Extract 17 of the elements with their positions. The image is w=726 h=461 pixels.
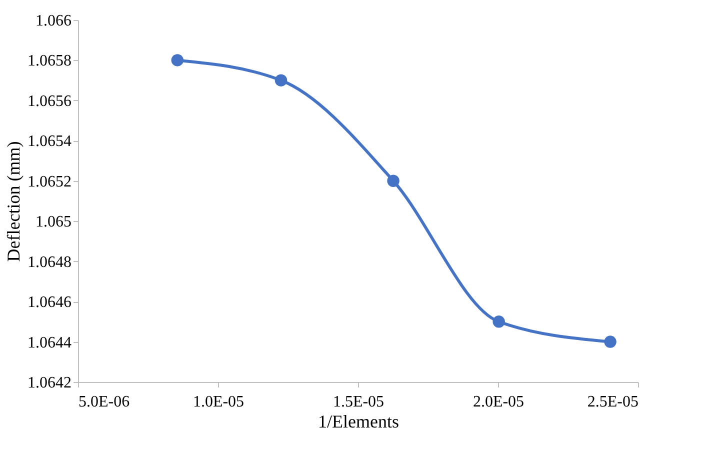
x-tick-label: 2.0E-05 bbox=[472, 394, 524, 410]
x-axis-title: 1/Elements bbox=[318, 412, 399, 432]
x-tick-label: 2.5E-05 bbox=[587, 394, 638, 410]
y-tick-label: 1.0646 bbox=[28, 294, 72, 312]
y-tick-label: 1.0652 bbox=[28, 173, 72, 190]
x-tick-label: 1.5E-05 bbox=[332, 394, 384, 410]
x-tick-label: 5.0E-06 bbox=[78, 394, 130, 410]
y-tick-label: 1.0644 bbox=[28, 334, 72, 352]
y-tick-label: 1.0642 bbox=[28, 374, 72, 392]
y-axis-title: Deflection (mm) bbox=[4, 141, 24, 262]
y-tick-label: 1.0648 bbox=[28, 254, 72, 271]
y-tick-label: 1.0658 bbox=[28, 52, 72, 70]
x-tick-label: 1.0E-05 bbox=[192, 394, 244, 410]
y-tick-label: 1.066 bbox=[36, 12, 72, 30]
y-tick-label: 1.065 bbox=[36, 214, 72, 231]
y-tick-label: 1.0654 bbox=[28, 133, 72, 150]
y-tick-label: 1.0656 bbox=[28, 92, 72, 110]
